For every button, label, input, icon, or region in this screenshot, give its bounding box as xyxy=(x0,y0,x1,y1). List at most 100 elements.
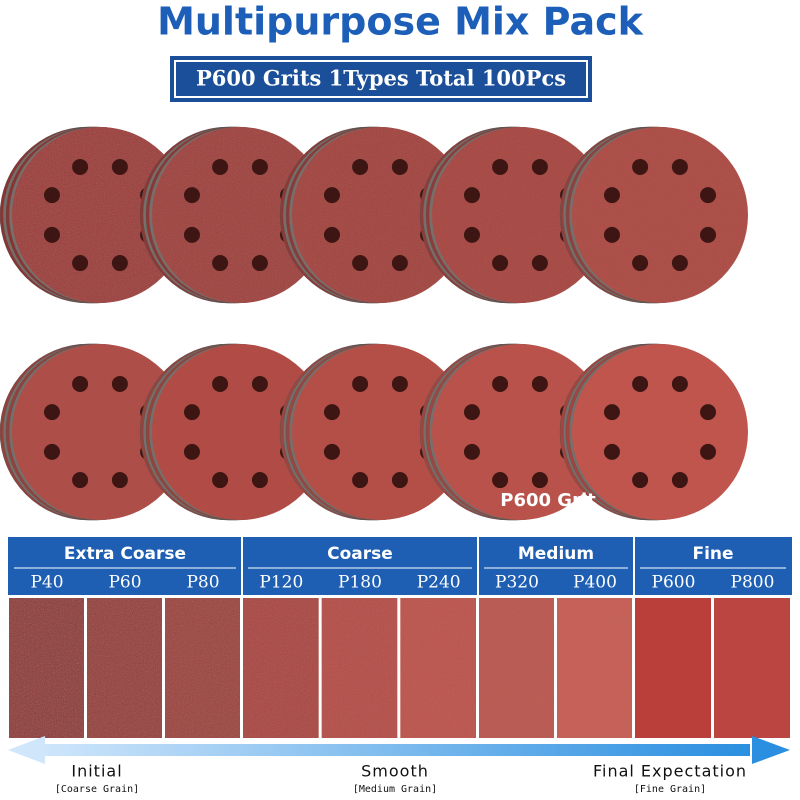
disc-hole xyxy=(183,226,200,243)
grit-label: P120 xyxy=(259,573,303,593)
disc-hole xyxy=(531,472,548,489)
group-name: Fine xyxy=(692,544,733,564)
disc-hole xyxy=(671,472,688,489)
swatch-grain xyxy=(400,598,476,738)
swatch-grain xyxy=(557,598,632,738)
disc-hole xyxy=(463,443,480,460)
discs xyxy=(0,126,748,521)
subtitle-border xyxy=(174,60,588,98)
grit-label: P240 xyxy=(417,573,461,593)
subtitle-box xyxy=(170,56,592,102)
subtitle: P600 Grits 1Types Total 100Pcs xyxy=(196,66,566,91)
disc-hole xyxy=(352,255,369,272)
swatch-grain xyxy=(479,598,554,738)
disc-hole xyxy=(391,375,408,392)
disc-hole xyxy=(391,255,408,272)
disc-grain xyxy=(12,127,188,303)
grit-swatch xyxy=(635,598,711,738)
disc-hole xyxy=(700,404,717,421)
disc-hole xyxy=(72,158,89,175)
disc-hole xyxy=(111,255,128,272)
disc-hole xyxy=(352,472,369,489)
disc-hole xyxy=(531,158,548,175)
disc-hole xyxy=(72,255,89,272)
scale-label: Initial xyxy=(71,762,122,781)
grit-header xyxy=(8,537,792,595)
disc-hole xyxy=(463,187,480,204)
disc-hole xyxy=(111,158,128,175)
disc-hole xyxy=(183,404,200,421)
grit-label: P800 xyxy=(731,573,775,593)
swatch-grain xyxy=(243,598,319,738)
group-name: Medium xyxy=(518,544,594,564)
group-name: Coarse xyxy=(327,544,393,564)
disc-hole xyxy=(72,375,89,392)
scale-label: Smooth xyxy=(361,762,429,781)
disc-hole xyxy=(492,472,509,489)
disc-hole xyxy=(391,472,408,489)
arrow-shaft xyxy=(40,744,750,756)
disc-hole xyxy=(492,158,509,175)
disc-hole xyxy=(212,375,229,392)
disc-hole xyxy=(323,443,340,460)
disc-hole xyxy=(251,255,268,272)
arrow-left xyxy=(8,736,45,764)
disc-label: P600 Grit xyxy=(500,490,596,511)
disc-hole xyxy=(463,404,480,421)
disc-hole xyxy=(352,158,369,175)
disc-grain xyxy=(432,127,608,303)
disc-hole xyxy=(632,158,649,175)
disc-hole xyxy=(531,375,548,392)
disc-hole xyxy=(251,472,268,489)
disc-hole xyxy=(323,226,340,243)
disc-hole xyxy=(603,443,620,460)
disc-hole xyxy=(603,226,620,243)
disc-hole xyxy=(603,404,620,421)
disc-hole xyxy=(212,255,229,272)
title: Multipurpose Mix Pack xyxy=(157,0,644,44)
grit-label: P600 xyxy=(652,573,696,593)
grit-swatch xyxy=(714,598,790,738)
swatch-grain xyxy=(9,598,84,738)
disc-grain xyxy=(572,127,748,303)
scale: Initial [Coarse Grain] Smooth [Medium Grain… xyxy=(55,762,747,796)
disc-hole xyxy=(463,226,480,243)
disc-grain xyxy=(152,127,328,303)
disc-hole xyxy=(111,472,128,489)
disc-hole xyxy=(632,375,649,392)
scale-note: [Medium Grain] xyxy=(353,784,437,795)
disc-hole xyxy=(323,187,340,204)
disc-hole xyxy=(492,255,509,272)
disc-hole xyxy=(183,443,200,460)
disc xyxy=(572,344,748,520)
scale-note: [Fine Grain] xyxy=(634,784,706,795)
disc-grain xyxy=(12,344,188,520)
grit-label: P80 xyxy=(186,573,219,593)
disc-hole xyxy=(251,158,268,175)
disc-hole xyxy=(700,187,717,204)
disc-hole xyxy=(111,375,128,392)
group-name: Extra Coarse xyxy=(64,544,186,564)
disc-hole xyxy=(43,443,60,460)
disc-hole xyxy=(531,255,548,272)
disc-grain xyxy=(292,127,468,303)
swatch-grain xyxy=(87,598,162,738)
grit-label: P400 xyxy=(573,573,617,593)
disc-hole xyxy=(632,472,649,489)
scale-note: [Coarse Grain] xyxy=(55,784,139,795)
disc-hole xyxy=(492,375,509,392)
disc-hole xyxy=(43,404,60,421)
swatch-grain xyxy=(165,598,240,738)
disc-hole xyxy=(700,226,717,243)
disc-hole xyxy=(671,255,688,272)
disc-hole xyxy=(700,443,717,460)
disc-hole xyxy=(183,187,200,204)
grit-label: P60 xyxy=(108,573,141,593)
disc-hole xyxy=(251,375,268,392)
disc-hole xyxy=(212,158,229,175)
scale-label: Final Expectation xyxy=(593,762,747,781)
disc-hole xyxy=(632,255,649,272)
grit-label: P320 xyxy=(495,573,539,593)
grit-label: P40 xyxy=(30,573,63,593)
